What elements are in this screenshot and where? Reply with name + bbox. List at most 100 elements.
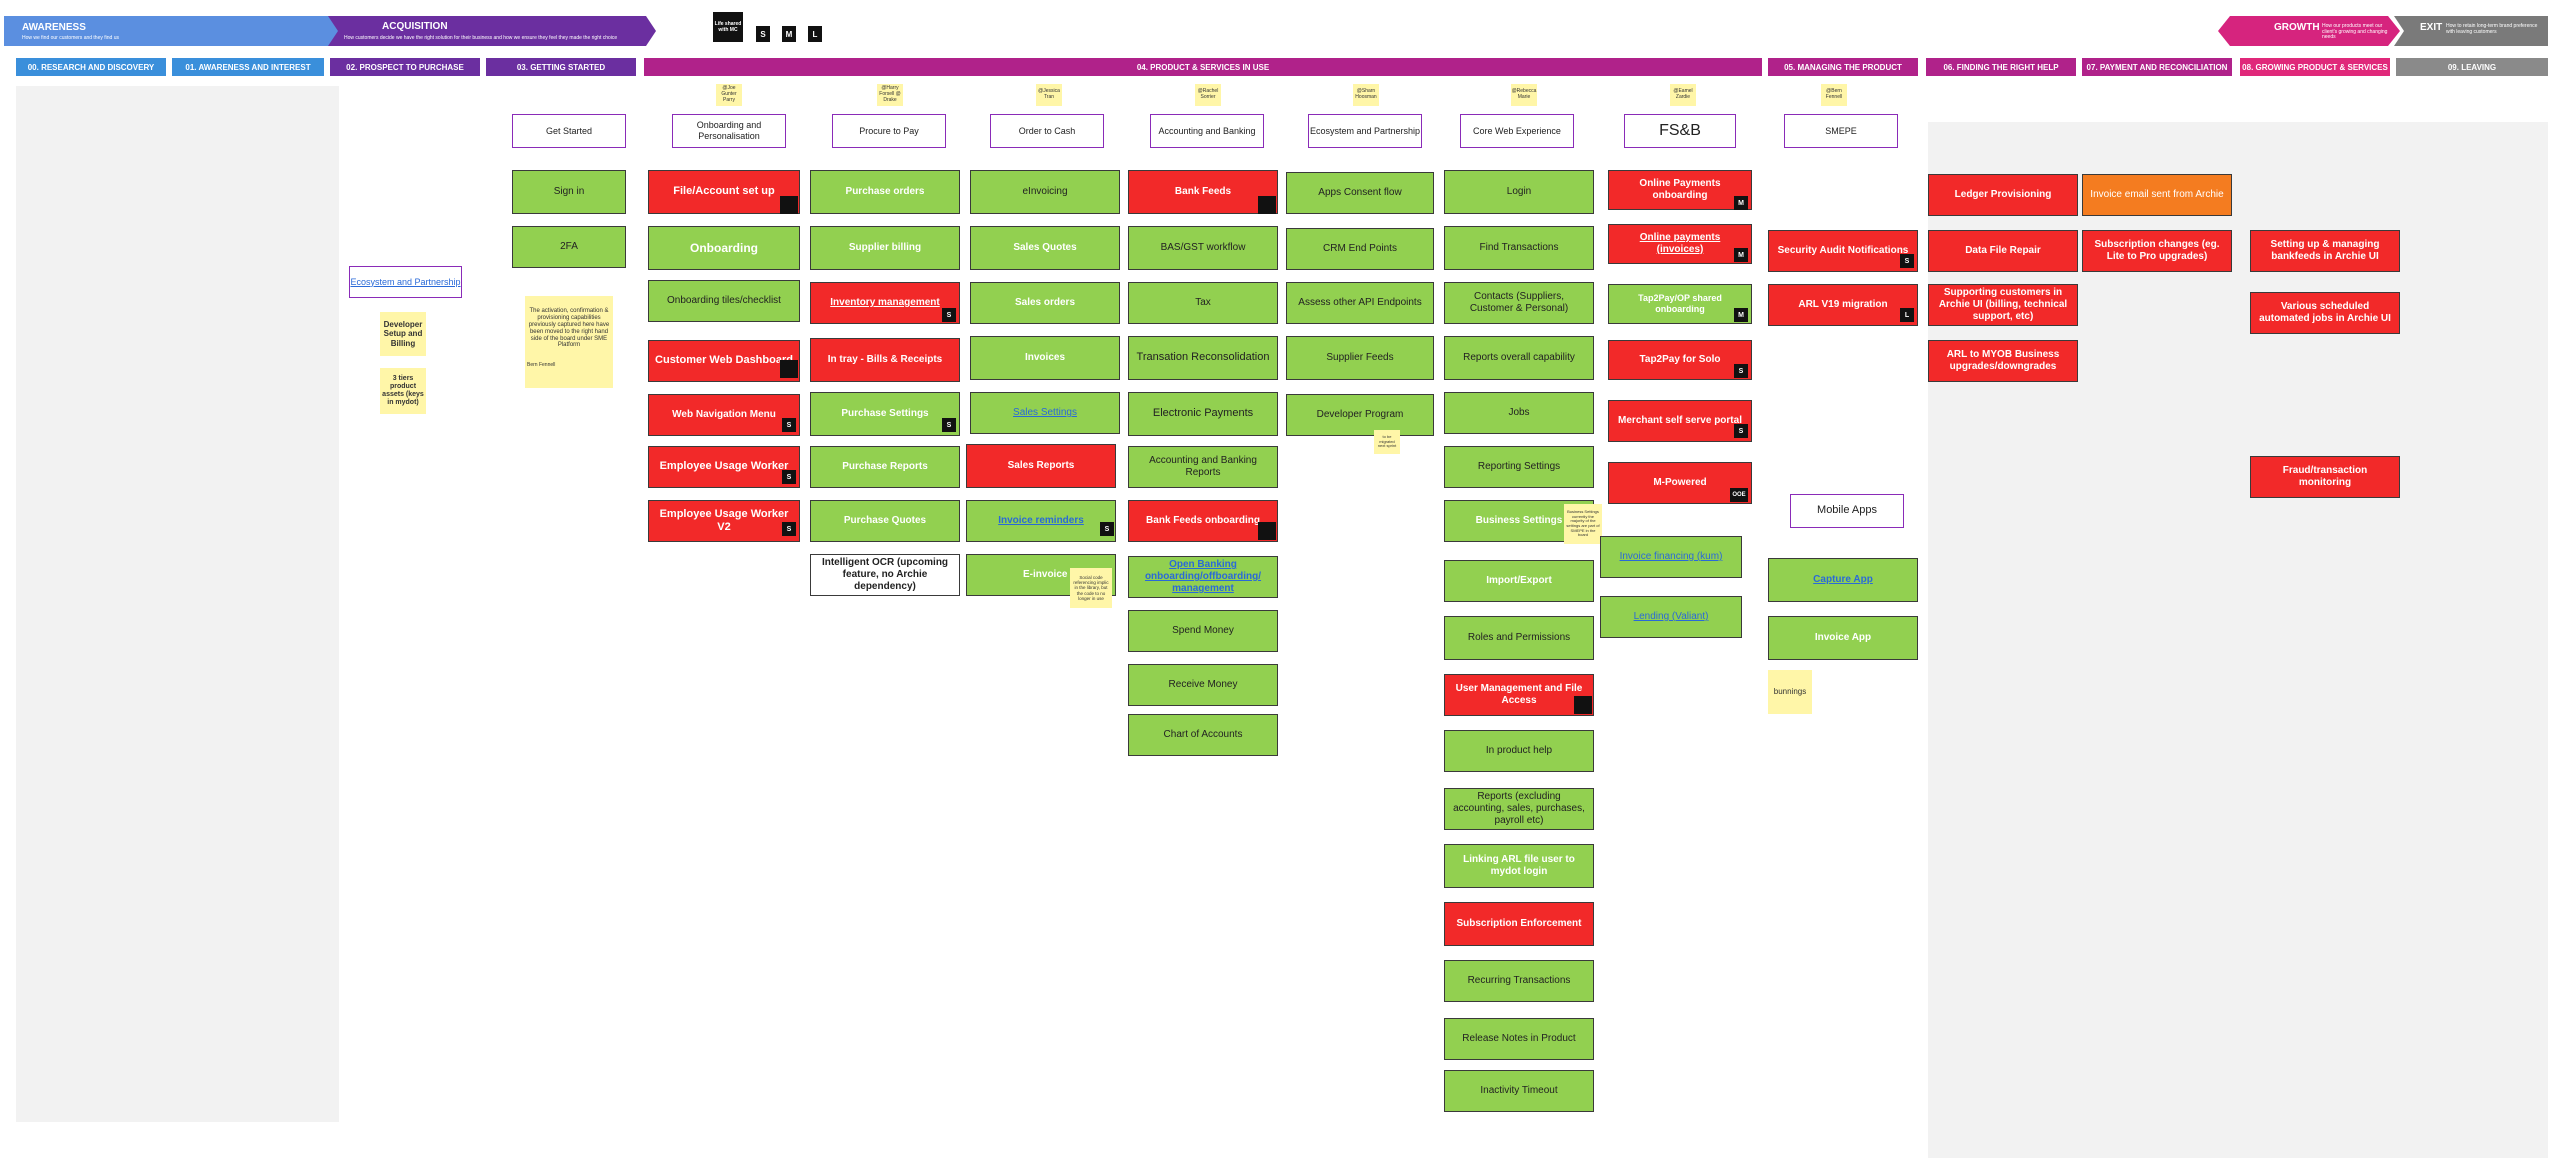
- column-header-onboarding: Onboarding and Personalisation: [672, 114, 786, 148]
- size-ooe-badge: OOE: [1730, 488, 1748, 502]
- activation-note-author: Bern Fennell: [527, 362, 556, 369]
- legend-note: Life shared with MC: [713, 12, 743, 42]
- chart-of-accounts-card: Chart of Accounts: [1128, 714, 1278, 756]
- security-audit-card: Security Audit Notifications: [1768, 230, 1918, 272]
- invoice-financing-card: Invoice financing (kum): [1600, 536, 1742, 578]
- electronic-payments-card: Electronic Payments: [1128, 392, 1278, 436]
- column-header-core: Core Web Experience: [1460, 114, 1574, 148]
- owner-sticky: @Joe Gunter Parry: [716, 84, 742, 106]
- onboarding-tiles-card: Onboarding tiles/checklist: [648, 280, 800, 322]
- stage-06: 06. FINDING THE RIGHT HELP: [1926, 58, 2076, 76]
- owner-sticky: @Eamel Zardie: [1670, 84, 1696, 106]
- in-product-help-card: In product help: [1444, 730, 1594, 772]
- purchase-orders-card: Purchase orders: [810, 170, 960, 214]
- sign-in-card: Sign in: [512, 170, 626, 214]
- purchase-reports-card: Purchase Reports: [810, 446, 960, 488]
- reports-excluding-card: Reports (excluding accounting, sales, pu…: [1444, 788, 1594, 830]
- arl-to-myob-card: ARL to MYOB Business upgrades/downgrades: [1928, 340, 2078, 382]
- recurring-transactions-card: Recurring Transactions: [1444, 960, 1594, 1002]
- sales-settings-card: Sales Settings: [970, 392, 1120, 434]
- supplier-feeds-card: Supplier Feeds: [1286, 336, 1434, 380]
- transation-reconsolidation-card: Transation Reconsolidation: [1128, 336, 1278, 380]
- capture-app-link[interactable]: Capture App: [1813, 574, 1873, 585]
- owner-sticky: @Sharn Hoosman: [1353, 84, 1379, 106]
- subscription-enforcement-card: Subscription Enforcement: [1444, 902, 1594, 946]
- employee-usage-worker-card: Employee Usage Worker: [648, 446, 800, 488]
- activation-note-sticky: The activation, confirmation & provision…: [525, 296, 613, 388]
- purchase-quotes-card: Purchase Quotes: [810, 500, 960, 542]
- stage-07: 07. PAYMENT AND RECONCILIATION: [2082, 58, 2232, 76]
- sales-settings-link[interactable]: Sales Settings: [1013, 407, 1077, 418]
- customer-web-dashboard-card: Customer Web Dashboard: [648, 340, 800, 382]
- supplier-billing-card: Supplier billing: [810, 226, 960, 270]
- ecosystem-partnership-link[interactable]: Ecosystem and Partnership: [349, 266, 462, 298]
- size-s-badge: S: [782, 470, 796, 484]
- inactivity-timeout-card: Inactivity Timeout: [1444, 1070, 1594, 1112]
- stage-03: 03. GETTING STARTED: [486, 58, 636, 76]
- column-header-accounting: Accounting and Banking: [1150, 114, 1264, 148]
- linking-arl-card: Linking ARL file user to mydot login: [1444, 844, 1594, 888]
- legend-size-m: M: [782, 26, 796, 42]
- intelligent-ocr-card: Intelligent OCR (upcoming feature, no Ar…: [810, 554, 960, 596]
- owner-sticky: @Rachel Sorrier: [1195, 84, 1221, 106]
- stage-01: 01. AWARENESS AND INTEREST: [172, 58, 324, 76]
- invoice-reminders-card: Invoice reminders: [966, 500, 1116, 542]
- exit-arrow: [2394, 16, 2548, 46]
- roles-permissions-card: Roles and Permissions: [1444, 616, 1594, 660]
- e-invoice-note-sticky: Social code referencing implic in the li…: [1070, 568, 1112, 608]
- owner-badge: [1258, 196, 1276, 214]
- business-settings-note-sticky: Business Settings currently the majority…: [1564, 504, 1602, 544]
- supporting-customers-card: Supporting customers in Archie UI (billi…: [1928, 284, 2078, 326]
- online-payments-invoices-card: Online payments (invoices): [1608, 224, 1752, 264]
- tiers-sticky: 3 tiers product assets (keys in mydot): [380, 368, 426, 414]
- online-payments-invoices-link[interactable]: Online payments (invoices): [1639, 232, 1721, 255]
- apps-consent-flow-card: Apps Consent flow: [1286, 172, 1434, 214]
- online-payments-onboarding-card: Online Payments onboarding: [1608, 170, 1752, 210]
- receive-money-card: Receive Money: [1128, 664, 1278, 706]
- file-account-setup-card: File/Account set up: [648, 170, 800, 214]
- owner-badge: [1574, 696, 1592, 714]
- dev-setup-sticky: Developer Setup and Billing: [380, 312, 426, 356]
- growth-title: GROWTH: [2274, 22, 2320, 33]
- fraud-monitoring-card: Fraud/transaction monitoring: [2250, 456, 2400, 498]
- size-s-badge: S: [1100, 522, 1114, 536]
- merchant-portal-card: Merchant self serve portal: [1608, 400, 1752, 442]
- contacts-card: Contacts (Suppliers, Customer & Personal…: [1444, 282, 1594, 324]
- column-header-procure: Procure to Pay: [832, 114, 946, 148]
- banner-arrows: [4, 16, 2548, 46]
- inventory-management-link[interactable]: Inventory management: [830, 297, 940, 308]
- stage-04: 04. PRODUCT & SERVICES IN USE: [644, 58, 1762, 76]
- lending-link[interactable]: Lending (Valiant): [1633, 611, 1709, 622]
- owner-sticky: @Harry Forsell @ Drake: [877, 84, 903, 106]
- spend-money-card: Spend Money: [1128, 610, 1278, 652]
- find-transactions-card: Find Transactions: [1444, 226, 1594, 270]
- owner-sticky: @Rebecca Marie: [1511, 84, 1537, 106]
- invoice-email-card: Invoice email sent from Archie: [2082, 174, 2232, 216]
- invoice-reminders-link[interactable]: Invoice reminders: [998, 515, 1084, 526]
- owner-badge: [1258, 522, 1276, 540]
- growth-arrow: [2218, 16, 2400, 46]
- sales-orders-card: Sales orders: [970, 282, 1120, 324]
- release-notes-card: Release Notes in Product: [1444, 1018, 1594, 1060]
- size-m-badge: M: [1734, 196, 1748, 210]
- assess-api-endpoints-card: Assess other API Endpoints: [1286, 282, 1434, 324]
- owner-badge: [780, 196, 798, 214]
- bank-feeds-card: Bank Feeds: [1128, 170, 1278, 214]
- owner-sticky: @Jessica Tran: [1036, 84, 1062, 106]
- stage-02: 02. PROSPECT TO PURCHASE: [330, 58, 480, 76]
- size-m-badge: M: [1734, 248, 1748, 262]
- tap2pay-solo-card: Tap2Pay for Solo: [1608, 340, 1752, 380]
- size-s-badge: S: [1900, 254, 1914, 268]
- bunnings-sticky: bunnings: [1768, 670, 1812, 714]
- invoice-financing-link[interactable]: Invoice financing (kum): [1619, 551, 1723, 562]
- growth-subtitle: How our products meet our client's growi…: [2322, 23, 2388, 40]
- scheduled-jobs-card: Various scheduled automated jobs in Arch…: [2250, 292, 2400, 334]
- open-banking-link[interactable]: Open Banking onboarding/offboarding/ man…: [1144, 559, 1262, 594]
- acquisition-title: ACQUISITION: [382, 21, 448, 32]
- developer-program-card: Developer Program: [1286, 394, 1434, 436]
- subscription-changes-card: Subscription changes (eg. Lite to Pro up…: [2082, 230, 2232, 272]
- accounting-reports-card: Accounting and Banking Reports: [1128, 446, 1278, 488]
- bas-gst-workflow-card: BAS/GST workflow: [1128, 226, 1278, 270]
- size-s-badge: S: [942, 308, 956, 322]
- size-l-badge: L: [1900, 308, 1914, 322]
